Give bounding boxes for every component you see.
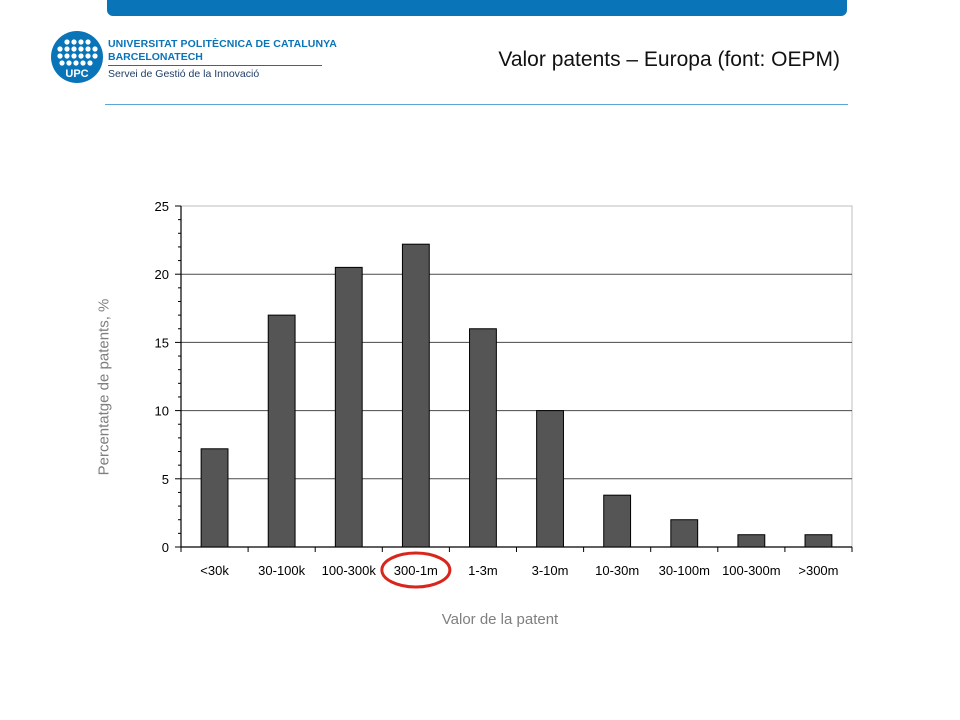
x-tick-label: 30-100m (659, 563, 710, 578)
x-tick-label: 100-300m (722, 563, 781, 578)
y-axis-label: Percentatge de patents, % (95, 298, 113, 476)
bar-1-3m (469, 328, 497, 548)
logo-divider (108, 65, 322, 66)
bar->300m (804, 534, 833, 548)
x-tick-label: 1-3m (468, 563, 498, 578)
slide-title: Valor patents – Europa (font: OEPM) (498, 48, 840, 71)
bar-300-1m (401, 243, 430, 548)
bar-100-300m (737, 534, 766, 548)
header-divider (105, 104, 848, 105)
x-tick-label: 100-300k (322, 563, 377, 578)
y-tick-label: 5 (162, 472, 169, 487)
top-accent-bar (107, 0, 847, 16)
logo-university-name: UNIVERSITAT POLITÈCNICA DE CATALUNYA (108, 38, 337, 50)
y-tick-label: 20 (155, 267, 169, 282)
bar-<30k (200, 448, 229, 548)
x-tick-label: 300-1m (394, 563, 438, 578)
x-tick-label: >300m (798, 563, 838, 578)
x-tick-label: 10-30m (595, 563, 639, 578)
x-tick-label: <30k (200, 563, 229, 578)
logo-tagline: BARCELONATECH (108, 51, 203, 63)
bar-30-100m (670, 519, 699, 548)
upc-logo: UPC UNIVERSITAT POLITÈCNICA DE CATALUNYA… (50, 30, 350, 85)
bar-10-30m (603, 494, 632, 548)
upc-logo-mark: UPC (51, 31, 103, 83)
logo-mark-text: UPC (65, 68, 88, 80)
y-tick-label: 0 (162, 540, 169, 555)
x-tick-label: 3-10m (532, 563, 569, 578)
logo-department: Servei de Gestió de la Innovació (108, 68, 260, 80)
bar-100-300k (334, 266, 363, 548)
bar-3-10m (536, 410, 564, 548)
y-tick-label: 10 (155, 404, 169, 419)
highlight-circle (380, 551, 452, 589)
x-axis-label: Valor de la patent (441, 611, 559, 628)
y-tick-label: 15 (155, 335, 169, 350)
y-tick-label: 25 (155, 199, 169, 214)
x-tick-label: 30-100k (258, 563, 305, 578)
bar-30-100k (267, 314, 296, 548)
